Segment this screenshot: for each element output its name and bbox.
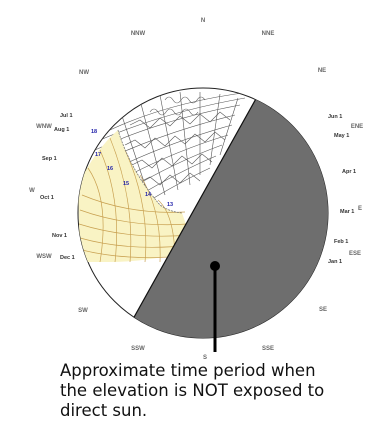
hour-label: 16: [107, 166, 113, 172]
hour-label: 18: [91, 129, 97, 135]
hour-label: 17: [95, 152, 101, 158]
compass-label-nw: NW: [79, 70, 89, 76]
month-label-aug: Aug 1: [54, 127, 69, 133]
month-label-apr: Apr 1: [342, 169, 356, 175]
compass-label-se: SE: [319, 307, 327, 313]
month-label-may: May 1: [334, 133, 349, 139]
sun-path-diagram: 18 17 16 15 14 13 N NNE NE ENE E ESE SE …: [29, 18, 363, 360]
compass-label-nne: NNE: [262, 31, 275, 37]
caption-line-1: Approximate time period when: [60, 361, 316, 380]
hour-label: 15: [123, 181, 129, 187]
month-label-mar: Mar 1: [340, 209, 354, 215]
month-label-jul: Jul 1: [60, 113, 73, 119]
compass-label-s: S: [203, 355, 207, 360]
compass-label-sw: SW: [78, 308, 88, 314]
compass-label-n: N: [201, 18, 205, 24]
caption-line-3: direct sun.: [60, 401, 148, 420]
compass-label-sse: SSE: [262, 346, 274, 352]
compass-label-w: W: [29, 188, 35, 194]
month-label-jun: Jun 1: [328, 114, 342, 120]
month-label-dec: Dec 1: [60, 255, 75, 261]
caption: Approximate time period when the elevati…: [60, 361, 366, 421]
compass-label-wsw: WSW: [36, 254, 52, 260]
shaded-region: [119, 88, 328, 338]
month-label-jan: Jan 1: [328, 259, 342, 265]
month-label-sep: Sep 1: [42, 156, 57, 162]
compass-label-nnw: NNW: [131, 31, 146, 37]
month-label-nov: Nov 1: [52, 233, 67, 239]
month-label-oct: Oct 1: [40, 195, 54, 201]
hour-label: 14: [145, 192, 152, 198]
compass-label-ese: ESE: [349, 251, 361, 257]
compass-label-wnw: WNW: [36, 124, 52, 130]
caption-line-2: the elevation is NOT exposed to: [60, 381, 325, 400]
compass-label-e: E: [358, 206, 362, 212]
compass-label-ene: ENE: [351, 124, 363, 130]
compass-label-ssw: SSW: [131, 346, 145, 352]
callout-dot: [210, 261, 220, 271]
hour-label: 13: [167, 202, 173, 208]
compass-label-ne: NE: [318, 68, 326, 74]
month-label-feb: Feb 1: [334, 239, 348, 245]
